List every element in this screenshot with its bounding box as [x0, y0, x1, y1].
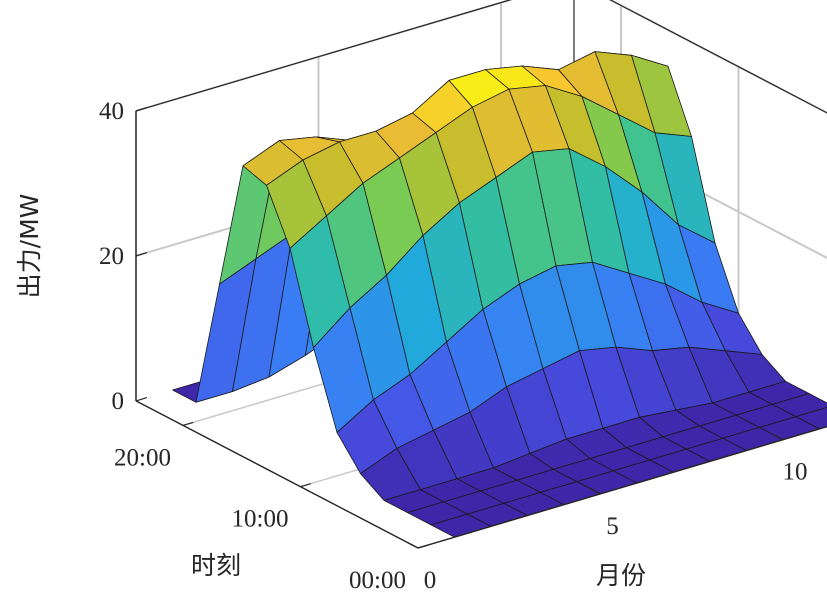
x-tick-label: 0 [424, 567, 437, 594]
z-tick-label: 40 [99, 98, 124, 125]
z-tick-label: 20 [99, 243, 124, 270]
surface-cell [795, 407, 827, 430]
z-tick [135, 397, 148, 402]
y-tick [417, 544, 429, 549]
z-tick-label: 0 [112, 388, 125, 415]
y-axis-label: 时刻 [191, 551, 241, 580]
x-tick [772, 433, 784, 441]
box-edge [135, 0, 512, 112]
x-tick-label: 5 [606, 513, 619, 540]
x-tick [589, 487, 601, 495]
z-tick [135, 252, 148, 257]
z-axis-label: 出力/MW [15, 194, 44, 299]
x-axis-label: 月份 [596, 561, 646, 590]
x-tick [407, 541, 419, 549]
x-tick-label: 10 [783, 459, 808, 486]
z-tick [135, 107, 148, 112]
y-tick-label: 00:00 [349, 567, 406, 594]
box-edge [609, 0, 827, 114]
y-tick [300, 483, 311, 488]
y-tick-label: 20:00 [114, 444, 171, 471]
y-tick [182, 421, 194, 426]
y-axis-line [135, 400, 419, 549]
y-tick-label: 10:00 [232, 506, 289, 533]
